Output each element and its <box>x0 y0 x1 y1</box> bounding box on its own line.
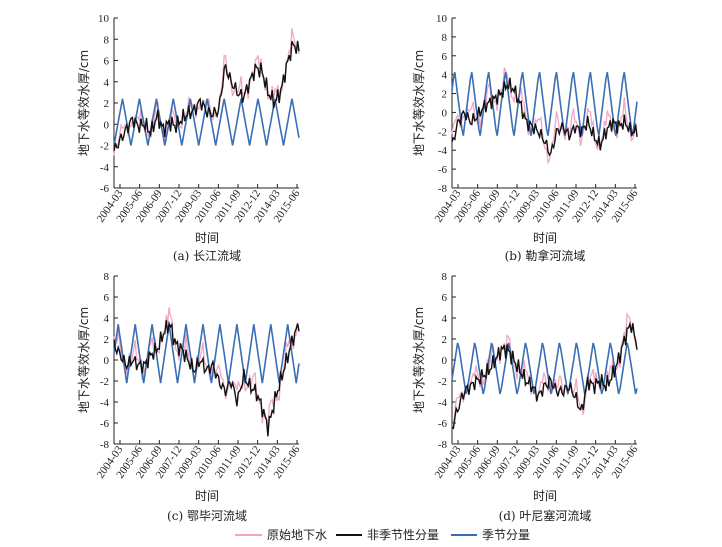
series-line-nonseasonal <box>113 320 300 437</box>
panel-caption: (c) 鄂毕河流域 <box>167 509 247 523</box>
y-tick-label: 0 <box>104 355 110 367</box>
y-tick-label: -8 <box>438 183 448 195</box>
legend: 原始地下水 非季节性分量 季节分量 <box>235 528 530 542</box>
y-tick-label: -2 <box>100 376 109 388</box>
panel-caption: (b) 勒拿河流域 <box>505 248 586 263</box>
panel-b: -8-6-4-202468102004-032005-062006-092007… <box>411 13 641 263</box>
y-tick-label: -8 <box>100 439 110 451</box>
y-tick-label: 4 <box>442 70 448 82</box>
y-tick-label: -2 <box>100 141 109 153</box>
y-tick-label: -4 <box>100 397 110 409</box>
y-tick-label: 8 <box>104 34 110 46</box>
y-tick-label: 0 <box>442 107 448 119</box>
panel-a: -6-4-202468102004-032005-062006-092007-1… <box>76 13 303 263</box>
y-tick-label: -6 <box>100 418 110 430</box>
y-tick-label: 0 <box>104 119 110 131</box>
y-tick-label: 0 <box>442 355 448 367</box>
y-tick-label: -6 <box>438 164 448 176</box>
panel-c: -8-6-4-2024682004-032005-062006-092007-1… <box>76 271 303 523</box>
legend-label-nonseasonal: 非季节性分量 <box>367 528 439 542</box>
series-line-nonseasonal <box>451 77 638 157</box>
y-axis-label: 地下水等效水厚/cm <box>411 307 426 413</box>
x-axis-label: 时间 <box>195 489 219 503</box>
y-axis-label: 地下水等效水厚/cm <box>76 50 91 156</box>
y-tick-label: 6 <box>442 292 448 304</box>
x-axis-label: 时间 <box>533 231 557 245</box>
series-line-seasonal <box>451 72 638 136</box>
y-tick-label: -6 <box>100 183 110 195</box>
y-tick-label: 4 <box>442 313 448 325</box>
y-tick-label: 10 <box>98 13 110 25</box>
y-tick-label: -2 <box>438 126 447 138</box>
series-line-nonseasonal <box>113 40 300 151</box>
y-tick-label: 4 <box>104 313 110 325</box>
y-tick-label: 8 <box>442 32 448 44</box>
y-axis-label: 地下水等效水厚/cm <box>411 50 426 156</box>
series-line-nonseasonal <box>451 321 638 430</box>
y-tick-label: 6 <box>104 292 110 304</box>
y-tick-label: -4 <box>100 162 110 174</box>
y-tick-label: -6 <box>438 418 448 430</box>
y-tick-label: 4 <box>104 77 110 89</box>
y-tick-label: 8 <box>104 271 110 283</box>
y-tick-label: 2 <box>442 334 448 346</box>
panel-caption: (d) 叶尼塞河流域 <box>499 508 592 523</box>
y-tick-label: -2 <box>438 376 447 388</box>
panel-d: -8-6-4-2024682004-032005-062006-092007-1… <box>411 271 641 523</box>
y-tick-label: 2 <box>104 334 110 346</box>
panel-caption: (a) 长江流域 <box>173 249 241 263</box>
y-tick-label: 2 <box>104 98 110 110</box>
y-tick-label: 10 <box>436 13 448 25</box>
y-tick-label: -8 <box>438 439 448 451</box>
series-line-seasonal <box>113 324 300 384</box>
series-line-seasonal <box>451 342 638 395</box>
x-axis-label: 时间 <box>195 231 219 245</box>
legend-label-seasonal: 季节分量 <box>482 528 530 542</box>
y-tick-label: 8 <box>442 271 448 283</box>
y-tick-label: -4 <box>438 145 448 157</box>
y-axis-label: 地下水等效水厚/cm <box>76 307 91 413</box>
y-tick-label: 2 <box>442 89 448 101</box>
y-tick-label: -4 <box>438 397 448 409</box>
x-axis-label: 时间 <box>533 489 557 503</box>
legend-label-original: 原始地下水 <box>267 528 327 542</box>
y-tick-label: 6 <box>104 56 110 68</box>
y-tick-label: 6 <box>442 51 448 63</box>
